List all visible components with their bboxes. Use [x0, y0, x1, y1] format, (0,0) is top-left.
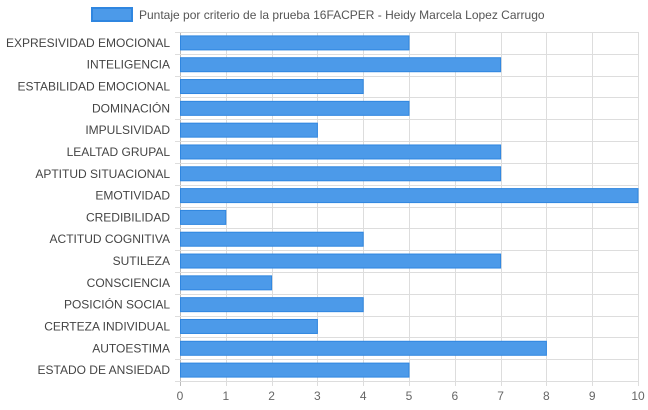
- category-label: CONSCIENCIA: [87, 276, 170, 290]
- category-label: APTITUD SITUACIONAL: [35, 167, 170, 181]
- x-tick-label: 1: [222, 389, 229, 403]
- bar[interactable]: [180, 362, 410, 378]
- category-label: SUTILEZA: [113, 254, 170, 268]
- bar[interactable]: [180, 231, 364, 247]
- category-label: POSICIÓN SOCIAL: [64, 297, 170, 312]
- x-tick-label: 9: [589, 389, 596, 403]
- category-label: EMOTIVIDAD: [95, 189, 170, 203]
- x-tick-label: 4: [360, 389, 367, 403]
- category-label: AUTOESTIMA: [92, 341, 170, 355]
- category-label: ACTITUD COGNITIVA: [50, 232, 170, 246]
- legend[interactable]: Puntaje por criterio de la prueba 16FACP…: [91, 7, 545, 22]
- x-tick-label: 2: [268, 389, 275, 403]
- bar[interactable]: [180, 57, 502, 73]
- legend-label: Puntaje por criterio de la prueba 16FACP…: [139, 8, 545, 22]
- x-tick-label: 8: [543, 389, 550, 403]
- gridlines: [175, 32, 639, 386]
- x-tick-labels: 0 1 2 3 4 5 6 7 8 9 10: [177, 389, 645, 403]
- bar[interactable]: [180, 144, 502, 160]
- bar[interactable]: [180, 209, 227, 225]
- category-label: EXPRESIVIDAD EMOCIONAL: [6, 36, 170, 50]
- x-tick-label: 3: [314, 389, 321, 403]
- category-label: INTELIGENCIA: [87, 58, 170, 72]
- x-tick-label: 0: [177, 389, 184, 403]
- bars: [180, 35, 639, 378]
- x-tick-label: 6: [451, 389, 458, 403]
- category-label: LEALTAD GRUPAL: [67, 145, 171, 159]
- bar[interactable]: [180, 275, 273, 291]
- bar[interactable]: [180, 35, 410, 51]
- x-tick-label: 10: [631, 389, 645, 403]
- bar[interactable]: [180, 79, 364, 95]
- category-label: CREDIBILIDAD: [86, 210, 170, 224]
- bar[interactable]: [180, 318, 318, 334]
- category-labels: EXPRESIVIDAD EMOCIONAL INTELIGENCIA ESTABI…: [6, 36, 170, 377]
- category-label: DOMINACIÓN: [92, 100, 170, 115]
- bar[interactable]: [180, 122, 318, 138]
- legend-swatch: [91, 7, 133, 22]
- category-label: ESTABILIDAD EMOCIONAL: [18, 80, 171, 94]
- category-label: IMPULSIVIDAD: [85, 123, 170, 137]
- bar[interactable]: [180, 166, 502, 182]
- bar[interactable]: [180, 253, 502, 269]
- x-tick-label: 7: [497, 389, 504, 403]
- bar[interactable]: [180, 100, 410, 116]
- x-tick-label: 5: [406, 389, 413, 403]
- category-label: ESTADO DE ANSIEDAD: [38, 363, 171, 377]
- category-label: CERTEZA INDIVIDUAL: [44, 319, 170, 333]
- bar[interactable]: [180, 340, 547, 356]
- bar[interactable]: [180, 297, 364, 313]
- bar[interactable]: [180, 188, 639, 204]
